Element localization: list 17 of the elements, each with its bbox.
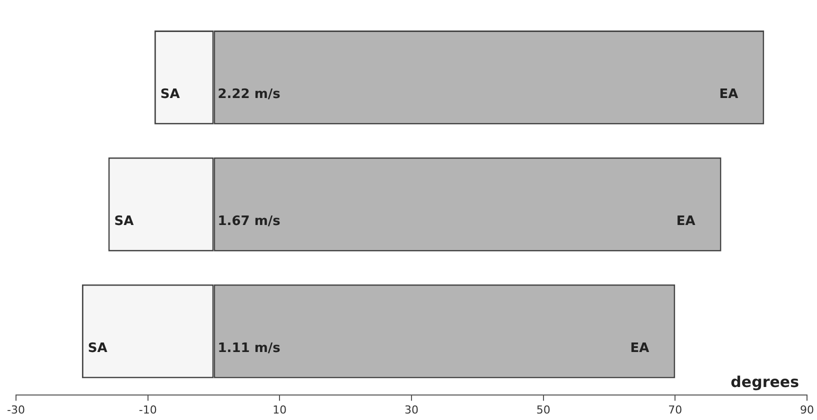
text: SA: [114, 214, 134, 230]
text: EA: [630, 341, 650, 356]
y-tick-label: 2.22 m/s: [218, 87, 281, 102]
y-tick-label: 1.67 m/s: [218, 214, 281, 230]
x-tick-label: 30: [404, 403, 418, 416]
x-tick-label: 50: [536, 403, 550, 416]
y-tick-label: 1.11 m/s: [218, 341, 281, 356]
x-tick-label: -30: [7, 403, 25, 416]
x-tick-label: 10: [272, 403, 287, 416]
x-tick-label: 70: [668, 403, 682, 416]
x-tick-label: -10: [138, 403, 157, 416]
x-tick-label: 90: [800, 403, 814, 416]
series-label: SA: [160, 87, 180, 102]
series-label: EA: [719, 87, 738, 102]
text: SA: [88, 341, 108, 356]
text: EA: [676, 214, 696, 230]
x-axis-title: degrees: [730, 372, 800, 391]
